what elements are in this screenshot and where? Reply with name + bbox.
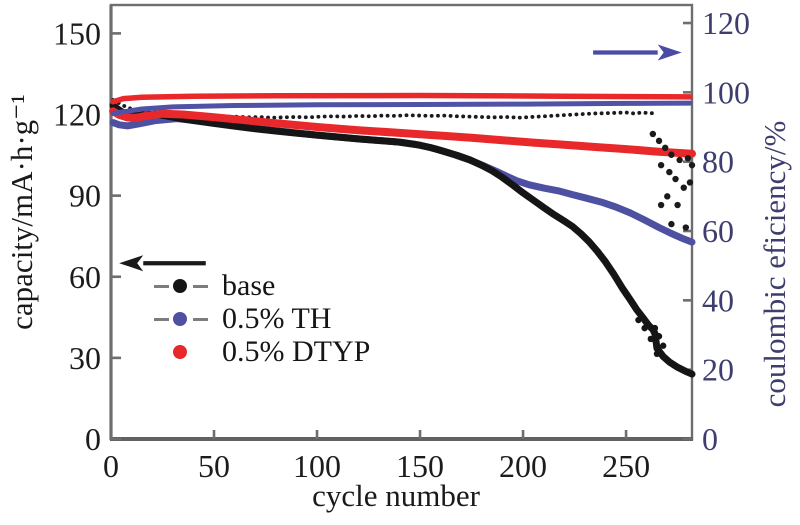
legend-dot-icon bbox=[173, 311, 187, 326]
capacity-axis-arrow-head-icon bbox=[119, 255, 144, 272]
legend-label: 0.5% TH bbox=[222, 301, 332, 335]
base-efficiency-fade-dots-dot bbox=[668, 220, 675, 228]
y-tick-label-right: 120 bbox=[702, 5, 750, 41]
y-tick-label-right: 40 bbox=[702, 282, 734, 318]
base-capacity-fade-dots-dot bbox=[653, 350, 661, 358]
legend-dot-icon bbox=[173, 278, 187, 293]
base-efficiency-line bbox=[111, 98, 657, 120]
base-efficiency-fade-dots-dot bbox=[657, 201, 665, 209]
base-efficiency-fade-dots-dot bbox=[680, 184, 687, 191]
dtyp-capacity-line bbox=[109, 107, 696, 158]
y-tick-label-right: 60 bbox=[702, 213, 734, 249]
base-capacity-fade-dots-dot bbox=[655, 333, 663, 340]
x-tick-label: 0 bbox=[103, 448, 119, 484]
base-capacity-fade-dots-dot bbox=[659, 342, 667, 349]
y-axis-title-right: coulombic eficiency/% bbox=[757, 120, 792, 408]
base-efficiency-fade-dots-dot bbox=[688, 161, 696, 169]
legend-item-0-5-dtyp: 0.5% DTYP bbox=[152, 335, 370, 368]
efficiency-axis-arrow-head-icon bbox=[657, 44, 682, 61]
y-tick-label-left: 120 bbox=[53, 97, 101, 133]
legend-marker-icon bbox=[152, 311, 210, 327]
base-efficiency-fade-dots-dot bbox=[674, 201, 681, 209]
y-tick-label-right: 100 bbox=[702, 74, 750, 110]
base-capacity-fade-dots-dot bbox=[647, 335, 654, 343]
base-capacity-fade-dots-dot bbox=[641, 324, 648, 332]
y-tick-label-left: 0 bbox=[85, 421, 101, 457]
plot-frame bbox=[109, 3, 694, 441]
x-tick-label: 250 bbox=[602, 448, 650, 484]
legend-marker-icon bbox=[152, 344, 210, 360]
base-efficiency-fade-dots-dot bbox=[662, 144, 669, 152]
base-efficiency-fade-dots-dot bbox=[649, 130, 657, 138]
legend-marker-icon bbox=[152, 278, 210, 294]
legend-label: 0.5% DTYP bbox=[222, 334, 371, 368]
legend-line-segment bbox=[193, 317, 208, 321]
base-efficiency-fade-dots-dot bbox=[676, 156, 683, 164]
base-efficiency-fade-dots-dot bbox=[655, 137, 663, 145]
x-tick-label: 50 bbox=[198, 448, 230, 484]
base-efficiency-fade-dots-dot bbox=[657, 161, 665, 169]
y-tick-label-left: 60 bbox=[69, 259, 101, 295]
th-efficiency-line bbox=[110, 100, 693, 116]
base-efficiency-fade-dots-dot bbox=[682, 224, 690, 231]
base-efficiency-fade-dots-dot bbox=[664, 193, 671, 200]
x-axis-title: cycle number bbox=[312, 478, 480, 513]
y-tick-label-left: 150 bbox=[53, 15, 101, 51]
y-tick-label-left: 90 bbox=[69, 178, 101, 214]
y-axis-title-left: capacity/mA·h·g⁻¹ bbox=[4, 94, 39, 330]
y-tick-label-right: 80 bbox=[702, 144, 734, 180]
th-capacity-line bbox=[109, 115, 696, 246]
x-tick-label: 150 bbox=[396, 448, 444, 484]
base-efficiency-fade-dots-dot bbox=[668, 151, 675, 158]
base-efficiency-fade-dots-dot bbox=[684, 155, 692, 162]
legend-line-segment bbox=[193, 284, 208, 288]
legend-dot-icon bbox=[173, 344, 187, 359]
y-tick-label-right: 0 bbox=[702, 421, 718, 457]
base-capacity-line bbox=[109, 102, 696, 378]
legend-line-segment bbox=[154, 284, 169, 288]
y-tick-label-left: 30 bbox=[69, 340, 101, 376]
base-efficiency-fade-dots-dot bbox=[686, 179, 694, 186]
base-capacity-fade-dots-dot bbox=[635, 316, 642, 324]
legend-item-0-5-th: 0.5% TH bbox=[152, 302, 370, 335]
dtyp-efficiency-line bbox=[110, 92, 693, 105]
base-efficiency-fade-dots-dot bbox=[666, 168, 673, 176]
base-efficiency-fade-dots-dot bbox=[672, 175, 679, 183]
x-tick-label: 200 bbox=[499, 448, 547, 484]
legend-line-segment bbox=[154, 317, 169, 321]
legend-item-base: base bbox=[152, 269, 370, 302]
y-tick-label-right: 20 bbox=[702, 352, 734, 388]
base-capacity-fade-dots-dot bbox=[651, 324, 659, 332]
chart-legend: base 0.5% TH 0.5% DTYP bbox=[152, 269, 370, 368]
x-tick-label: 100 bbox=[293, 448, 341, 484]
legend-label: base bbox=[222, 268, 276, 302]
